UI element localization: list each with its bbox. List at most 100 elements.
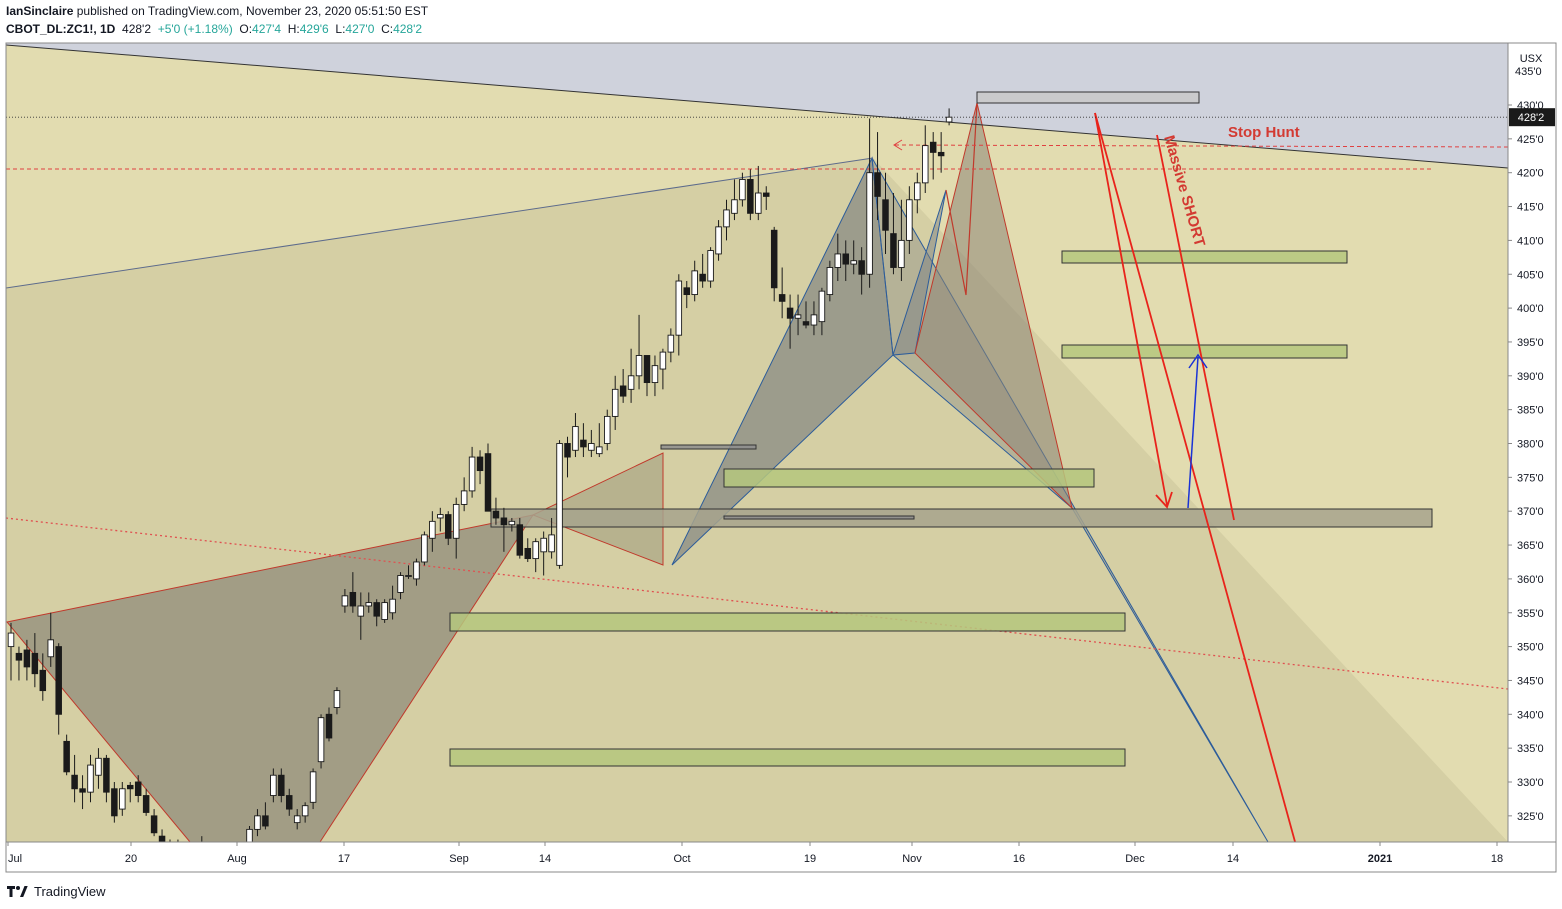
candle-up [413,561,420,580]
candle-up [468,456,476,492]
candle-up [945,116,953,123]
x-tick-label: Dec [1125,853,1145,865]
candle-up [675,280,683,336]
candle-down [874,172,881,197]
red-arrow-head [1155,491,1173,509]
time-axis[interactable] [5,841,1557,873]
candle-up [604,415,611,444]
candle-down [580,439,587,448]
candle-down [747,179,754,214]
candle-down [778,294,786,302]
candle-up [898,239,905,268]
y-tick-label: 375'0 [1517,472,1544,484]
close-label: C: [381,22,394,36]
candle-down [15,652,23,661]
candle-up [659,351,667,370]
y-tick-label: 340'0 [1517,709,1544,721]
candle-up [572,426,579,451]
publish-info: IanSinclaire published on TradingView.co… [6,4,428,18]
candle-down [476,456,484,472]
candle-up [95,757,102,776]
candle-down [763,192,770,197]
short-projection-line [1094,112,1296,842]
y-tick-label: 335'0 [1517,743,1544,755]
y-tick-label: 385'0 [1517,405,1544,417]
candle-up [540,537,547,553]
x-tick-label: Jul [8,853,22,865]
y-tick-label: 350'0 [1517,642,1544,654]
candle-up [731,199,738,214]
target-zone-1 [1061,250,1348,264]
candle-down [858,260,865,275]
candle-up [818,290,826,323]
open-value: 427'4 [252,22,282,36]
candle-up [667,334,675,353]
candle-down [445,514,452,539]
candle-up [7,632,15,648]
candle-up [914,182,921,201]
candle-up [826,267,834,296]
stop-hunt-arrow-head [893,139,903,151]
x-tick-label: 18 [1491,853,1503,865]
x-tick-label: Sep [449,853,469,865]
candle-up [627,375,635,390]
candle-up [381,602,388,620]
candle-up [548,534,555,553]
mini-zone-1 [660,444,757,450]
candle-down [929,141,937,153]
price-axis[interactable] [1507,42,1557,843]
mini-zone-2 [723,515,915,520]
tradingview-logo-icon [7,886,28,897]
candle-down [619,385,627,397]
last-price: 428'2 [122,22,152,36]
candle-down [325,713,333,739]
candle-up [651,365,659,384]
candle-up [429,520,436,539]
candle-up [341,595,349,607]
candle-up [389,598,396,614]
candle-up [317,717,325,763]
symbol-label[interactable]: CBOT_DL:ZC1!, 1D [6,22,116,36]
candle-up [119,788,126,810]
last-price-badge [1509,108,1555,127]
candle-up [437,514,444,519]
y-tick-label: 330'0 [1517,777,1544,789]
open-label: O: [239,22,253,36]
dotted-support-line [6,517,1508,690]
candle-up [556,443,563,566]
y-tick-label: 345'0 [1517,675,1544,687]
candle-down [23,649,31,668]
y-tick-label: 415'0 [1517,202,1544,214]
candle-down [937,151,945,157]
candle-up [357,605,365,617]
candle-down [770,229,778,289]
candle-up [866,172,873,275]
y-tick-label: 325'0 [1517,811,1544,823]
candle-down [516,524,524,556]
candle-down [158,835,166,842]
candle-down [150,815,158,834]
descending-trendline [6,44,1508,169]
published-text: published on TradingView.com, November 2… [76,4,429,18]
candle-up [755,192,762,214]
high-label: H: [287,22,300,36]
y-tick-label: 380'0 [1517,439,1544,451]
ohlc-legend: CBOT_DL:ZC1!, 1D 428'2 +5'0 (+1.18%) O:4… [6,22,422,36]
candle-up [47,639,55,658]
harmonic-pattern-blue-3 [892,189,947,356]
y-tick-label: 435'0 [1515,66,1542,78]
author-name[interactable]: IanSinclaire [6,4,74,18]
candle-down [55,646,62,715]
y-tick-label: 410'0 [1517,235,1544,247]
x-tick-label: 14 [1227,853,1239,865]
footer-brand[interactable]: TradingView [6,881,106,901]
candle-down [842,253,850,265]
y-tick-label: 425'0 [1517,134,1544,146]
low-label: L: [335,22,346,36]
candle-up [723,209,730,228]
red-down-arrow [1094,112,1168,506]
candle-up [635,355,643,377]
candle-up [834,253,842,268]
candle-down [142,795,150,813]
